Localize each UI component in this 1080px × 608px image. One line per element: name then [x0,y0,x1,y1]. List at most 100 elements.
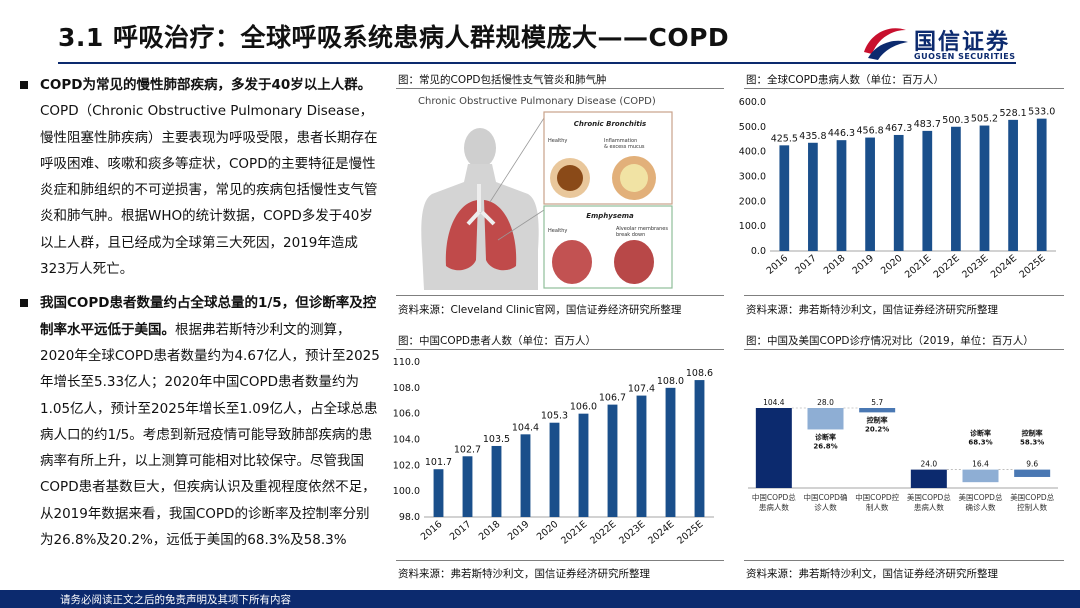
x-tick-label: 2018 [822,253,848,277]
fig3-source-rule [396,560,724,561]
x-tick-label: 美国COPD总 [1010,492,1054,502]
global-copd-chart: 0.0 100.0 200.0 300.0 400.0 500.0 600.0 425.5 20… [739,97,1056,281]
data-label: 108.6 [686,368,713,379]
x-tick-label: 控制人数 [1017,502,1047,512]
y-tick-label: 98.0 [399,512,420,523]
data-label: 5.7 [871,398,883,407]
emphysema-healthy-label: Healthy [548,228,567,234]
x-tick-label: 2024E [989,253,1019,281]
bullet-1-heading: COPD为常见的慢性肺部疾病，多发于40岁以上人群。 [40,77,372,93]
bar-2022E [607,404,618,517]
bar-2025E [694,380,705,517]
data-label: 24.0 [920,460,937,469]
bar-2024E [1008,119,1018,251]
data-label: 101.7 [425,457,452,468]
data-label: 16.4 [972,460,989,469]
data-label: 107.4 [628,384,655,395]
data-label: 106.0 [570,402,597,413]
rate-annotation-title: 诊断率 [815,432,836,441]
bar-美国COPD确诊人数 [962,469,999,483]
bar-中国COPD确诊人数 [807,408,844,430]
bar-2016 [779,145,790,251]
x-tick-label: 中国COPD确 [804,492,848,502]
bar-2018 [491,445,502,517]
fig2-caption-rule [744,88,1064,89]
y-tick-label: 110.0 [393,357,420,368]
x-tick-label: 2023E [960,253,990,281]
y-tick-label: 300.0 [739,172,766,183]
fig2-caption: 图：全球COPD患病人数（单位：百万人） [746,74,945,86]
rate-annotation-title: 控制率 [1022,429,1043,438]
data-label: 446.3 [828,128,855,139]
rate-annotation-value: 26.8% [813,442,837,450]
page-title: 3.1 呼吸治疗：全球呼吸系统患病人群规模庞大——COPD [58,23,730,52]
emphysema-label: Emphysema [586,212,634,220]
rate-annotation-title: 控制率 [867,415,888,424]
rate-annotation-value: 68.3% [968,439,992,447]
bar-2021E [922,130,933,251]
bar-2022E [951,126,961,251]
bar-2017 [808,142,818,251]
x-tick-label: 患病人数 [759,502,789,512]
bar-2017 [462,456,473,517]
bronchitis-healthy-label: Healthy [548,138,567,144]
data-label: 533.0 [1028,107,1055,118]
y-tick-label: 500.0 [739,122,766,133]
x-tick-label: 2018 [477,519,503,543]
x-tick-label: 2023E [617,519,647,547]
fig4-caption-rule [744,349,1064,350]
data-label: 435.8 [799,131,826,142]
x-tick-label: 美国COPD总 [907,492,951,502]
y-tick-label: 104.0 [393,435,420,446]
bronchitis-label: Chronic Bronchitis [574,120,646,128]
data-label: 483.7 [914,119,941,130]
fig2-source: 资料来源：弗若斯特沙利文，国信证券经济研究所整理 [746,304,998,316]
data-label: 9.6 [1026,460,1038,469]
lungs-icon [445,184,517,271]
illustration-title: Chronic Obstructive Pulmonary Disease (C… [418,96,656,107]
rate-annotation-value: 20.2% [865,425,889,433]
fig1-caption: 图：常见的COPD包括慢性支气管炎和肺气肿 [398,74,607,86]
logo-chinese-text: 国信证券 [914,30,1011,55]
x-tick-label: 2017 [793,253,819,277]
y-tick-label: 102.0 [393,460,420,471]
china-copd-chart: 98.0 100.0 102.0 104.0 106.0 108.0 110.0 101.7 2… [393,357,714,547]
y-tick-label: 400.0 [739,147,766,158]
bar-2024E [665,387,676,517]
bar-2021E [578,413,589,517]
data-label: 105.3 [541,411,568,422]
logo-english-text: GUOSEN SECURITIES [914,52,1016,61]
bar-2018 [836,140,847,251]
fig4-source: 资料来源：弗若斯特沙利文，国信证券经济研究所整理 [746,568,998,580]
emphysema-panel: Emphysema Healthy Alveolar membranes bre… [543,205,673,289]
bar-2025E [1036,118,1047,251]
x-tick-label: 2019 [850,253,876,277]
x-tick-label: 2022E [588,519,618,547]
data-label: 104.4 [512,422,539,433]
data-label: 102.7 [454,444,481,455]
fig4-source-rule [744,560,1064,561]
data-label: 104.4 [763,398,785,407]
bar-2020 [549,422,560,517]
y-tick-label: 0.0 [751,246,766,257]
x-tick-label: 确诊人数 [966,502,996,512]
bar-中国COPD总患病人数 [755,408,792,488]
emphysema-breakdown-label: break down [616,232,645,238]
bar-2019 [865,137,875,251]
x-tick-label: 2021E [903,253,933,281]
data-label: 528.1 [999,108,1026,119]
fig3-caption: 图：中国COPD患者人数（单位：百万人） [398,335,597,347]
x-tick-label: 中国COPD总 [752,492,796,502]
emphysema-alveolar-label: Alveolar membranes [616,226,668,232]
x-tick-label: 2020 [879,253,905,277]
bar-2016 [433,469,444,517]
guosen-logo-icon [864,28,908,60]
y-tick-label: 108.0 [393,383,420,394]
data-label: 456.8 [856,126,883,137]
rate-annotation-title: 诊断率 [970,429,991,438]
x-tick-label: 患病人数 [914,502,944,512]
bar-美国COPD总患病人数 [910,469,947,488]
bullet-2-body: 根据弗若斯特沙利文的测算，2020年全球COPD患者数量约为4.67亿人，预计至… [40,321,380,549]
bar-2020 [893,134,904,251]
footer-disclaimer: 请务必阅读正文之后的免责声明及其项下所有内容 [60,594,291,606]
